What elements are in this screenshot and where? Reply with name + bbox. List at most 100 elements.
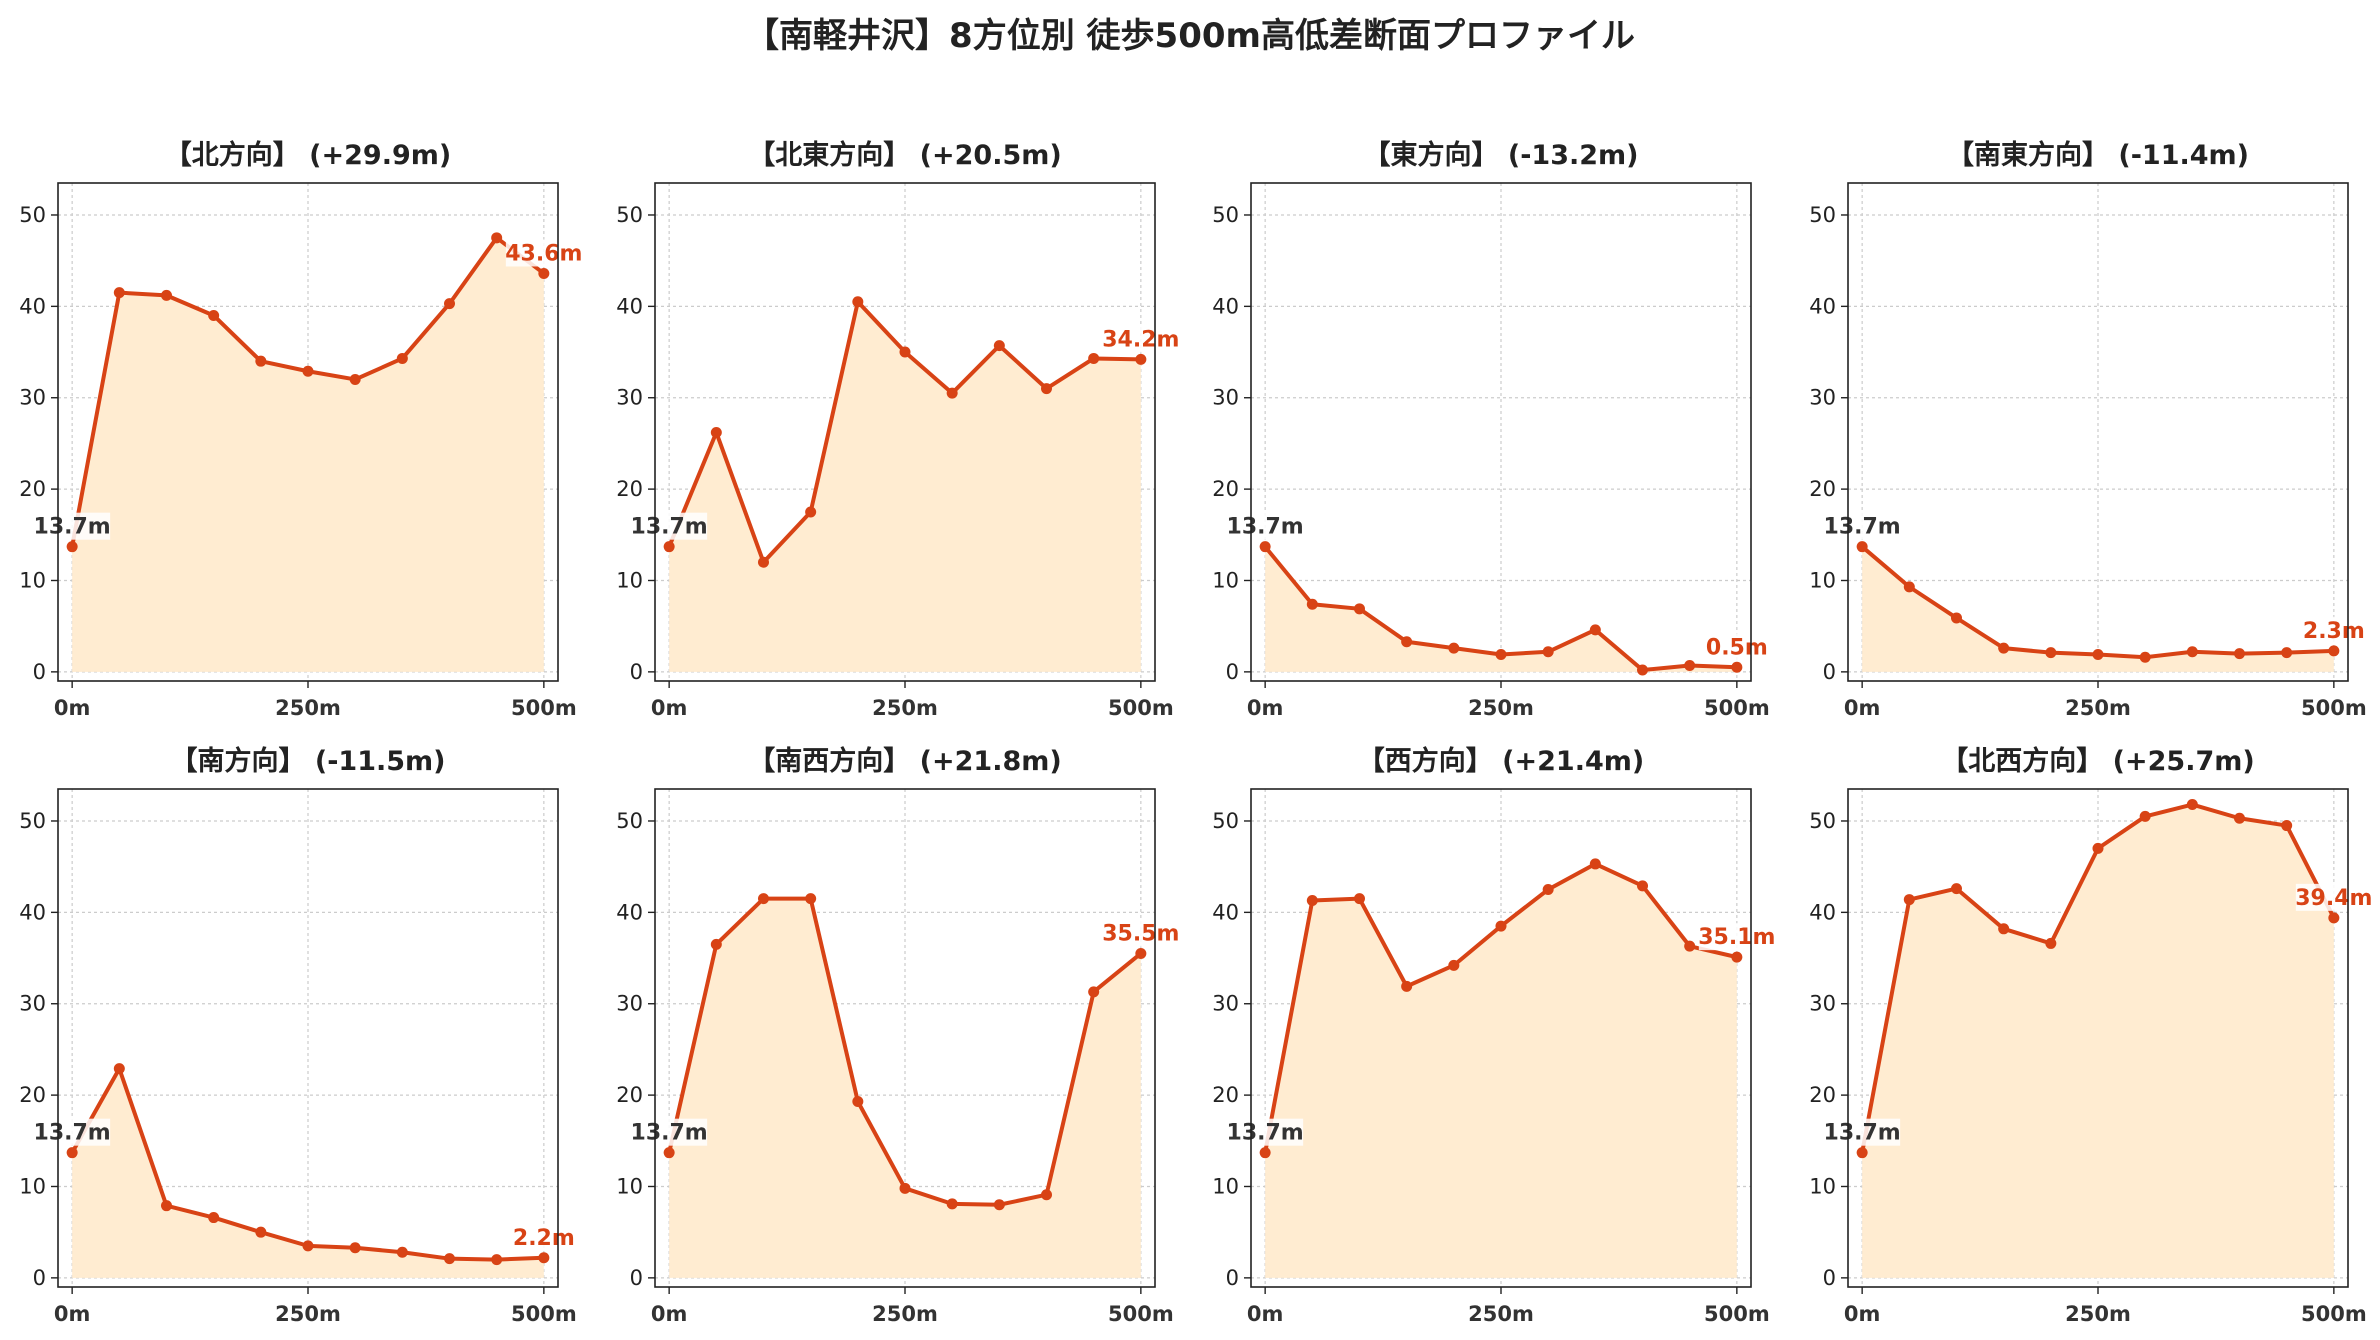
y-tick-label: 50 (616, 809, 643, 833)
data-point (1637, 880, 1649, 892)
data-point (1401, 980, 1413, 992)
x-tick-label: 0m (54, 696, 91, 720)
start-label-bg (1828, 1118, 1901, 1146)
data-point (2281, 647, 2293, 659)
data-point (1731, 661, 1743, 673)
data-point (1589, 858, 1601, 870)
start-label-bg (635, 512, 708, 540)
y-tick-label: 0 (33, 660, 46, 684)
data-point (1903, 894, 1915, 906)
x-tick-label: 0m (651, 696, 688, 720)
data-point (993, 340, 1005, 352)
data-point (1135, 947, 1147, 959)
plot-frame (1250, 182, 1752, 682)
data-point (757, 893, 769, 905)
data-point (1998, 642, 2010, 654)
plot-frame (57, 788, 559, 1288)
data-point (805, 506, 817, 518)
panel-title: 【東方向】 (-13.2m) (1363, 139, 1638, 171)
panel-title: 【西方向】 (+21.4m) (1358, 745, 1644, 777)
y-tick-label: 20 (1212, 477, 1239, 501)
data-point (993, 1199, 1005, 1211)
x-tick-label: 0m (651, 1302, 688, 1326)
data-point (1306, 598, 1318, 610)
data-point (1306, 894, 1318, 906)
data-point (2234, 812, 2246, 824)
x-tick-label: 250m (275, 696, 341, 720)
data-point (946, 387, 958, 399)
x-tick-label: 250m (275, 1302, 341, 1326)
data-point (1731, 951, 1743, 963)
data-point (160, 1200, 172, 1212)
data-point (2092, 842, 2104, 854)
start-label-bg (38, 1118, 111, 1146)
data-point (899, 346, 911, 358)
data-point (66, 541, 78, 553)
x-tick-label: 250m (2065, 1302, 2131, 1326)
x-tick-label: 500m (1704, 696, 1770, 720)
start-label: 13.7m (34, 1121, 111, 1146)
data-point (2328, 912, 2340, 924)
y-tick-label: 30 (616, 386, 643, 410)
area-fill (72, 237, 544, 672)
data-point (444, 298, 456, 310)
x-tick-label: 0m (1844, 1302, 1881, 1326)
start-label: 13.7m (1824, 1121, 1901, 1146)
data-point (805, 893, 817, 905)
plot-frame (1847, 788, 2349, 1288)
y-tick-label: 40 (616, 900, 643, 924)
data-point (663, 541, 675, 553)
y-tick-label: 30 (1809, 992, 1836, 1016)
end-label: 39.4m (2295, 886, 2372, 911)
data-point (160, 289, 172, 301)
end-label: 2.2m (513, 1226, 575, 1251)
data-point (349, 1242, 361, 1254)
data-point (302, 365, 314, 377)
area-fill (72, 1068, 544, 1278)
end-label-bg (1102, 325, 1181, 353)
data-point (302, 1240, 314, 1252)
y-tick-label: 0 (1823, 1266, 1836, 1290)
x-tick-label: 500m (1108, 1302, 1174, 1326)
x-tick-label: 0m (54, 1302, 91, 1326)
data-point (710, 426, 722, 438)
data-point (1088, 986, 1100, 998)
y-tick-label: 50 (1809, 809, 1836, 833)
data-point (1353, 893, 1365, 905)
x-tick-label: 250m (2065, 696, 2131, 720)
data-point (113, 1063, 125, 1075)
data-point (1542, 884, 1554, 896)
start-label: 13.7m (631, 515, 708, 540)
data-point (1684, 659, 1696, 671)
plot-frame (654, 182, 1156, 682)
y-tick-label: 10 (1809, 568, 1836, 592)
y-tick-label: 10 (1809, 1174, 1836, 1198)
data-point (1998, 923, 2010, 935)
x-tick-label: 0m (1247, 696, 1284, 720)
area-fill (1265, 546, 1737, 672)
start-label-bg (38, 512, 111, 540)
area-fill (669, 301, 1141, 672)
data-point (396, 352, 408, 364)
data-point (1259, 1147, 1271, 1159)
y-tick-label: 40 (616, 294, 643, 318)
data-point (208, 1212, 220, 1224)
x-tick-label: 250m (872, 1302, 938, 1326)
y-tick-label: 10 (19, 1174, 46, 1198)
data-point (2234, 648, 2246, 660)
data-point (1401, 636, 1413, 648)
y-tick-label: 20 (1809, 1083, 1836, 1107)
y-tick-label: 30 (1212, 386, 1239, 410)
data-point (2328, 645, 2340, 657)
start-label: 13.7m (34, 515, 111, 540)
x-tick-label: 250m (872, 696, 938, 720)
panel-title: 【南西方向】 (+21.8m) (748, 745, 1061, 777)
start-label: 13.7m (1227, 1121, 1304, 1146)
data-point (2281, 820, 2293, 832)
plot-frame (654, 788, 1156, 1288)
